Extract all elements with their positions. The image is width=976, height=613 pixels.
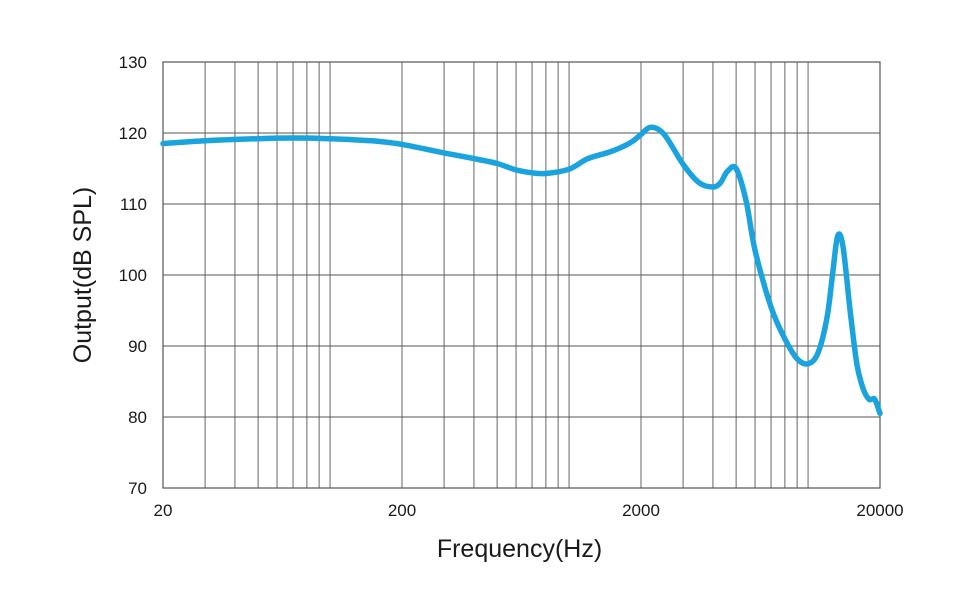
y-tick-label-6: 130 (119, 53, 147, 72)
x-tick-label-1: 200 (388, 501, 416, 520)
x-tick-label-2: 2000 (622, 501, 660, 520)
y-tick-labels: 70 80 90 100 110 120 130 (119, 53, 147, 498)
y-tick-label-5: 120 (119, 124, 147, 143)
y-tick-label-0: 70 (128, 479, 147, 498)
x-axis-title: Frequency(Hz) (437, 535, 602, 563)
series-line-0 (160, 124, 883, 417)
y-tick-label-1: 80 (128, 408, 147, 427)
y-axis-title: Output(dB SPL) (69, 187, 97, 363)
x-tick-label-3: 20000 (856, 501, 903, 520)
plot-frame (162, 61, 881, 489)
y-tick-label-3: 100 (119, 266, 147, 285)
y-tick-label-2: 90 (128, 337, 147, 356)
grid (163, 62, 880, 488)
y-tick-label-4: 110 (120, 195, 147, 214)
x-tick-labels: 20 200 2000 20000 (154, 501, 904, 520)
x-tick-label-0: 20 (154, 501, 173, 520)
